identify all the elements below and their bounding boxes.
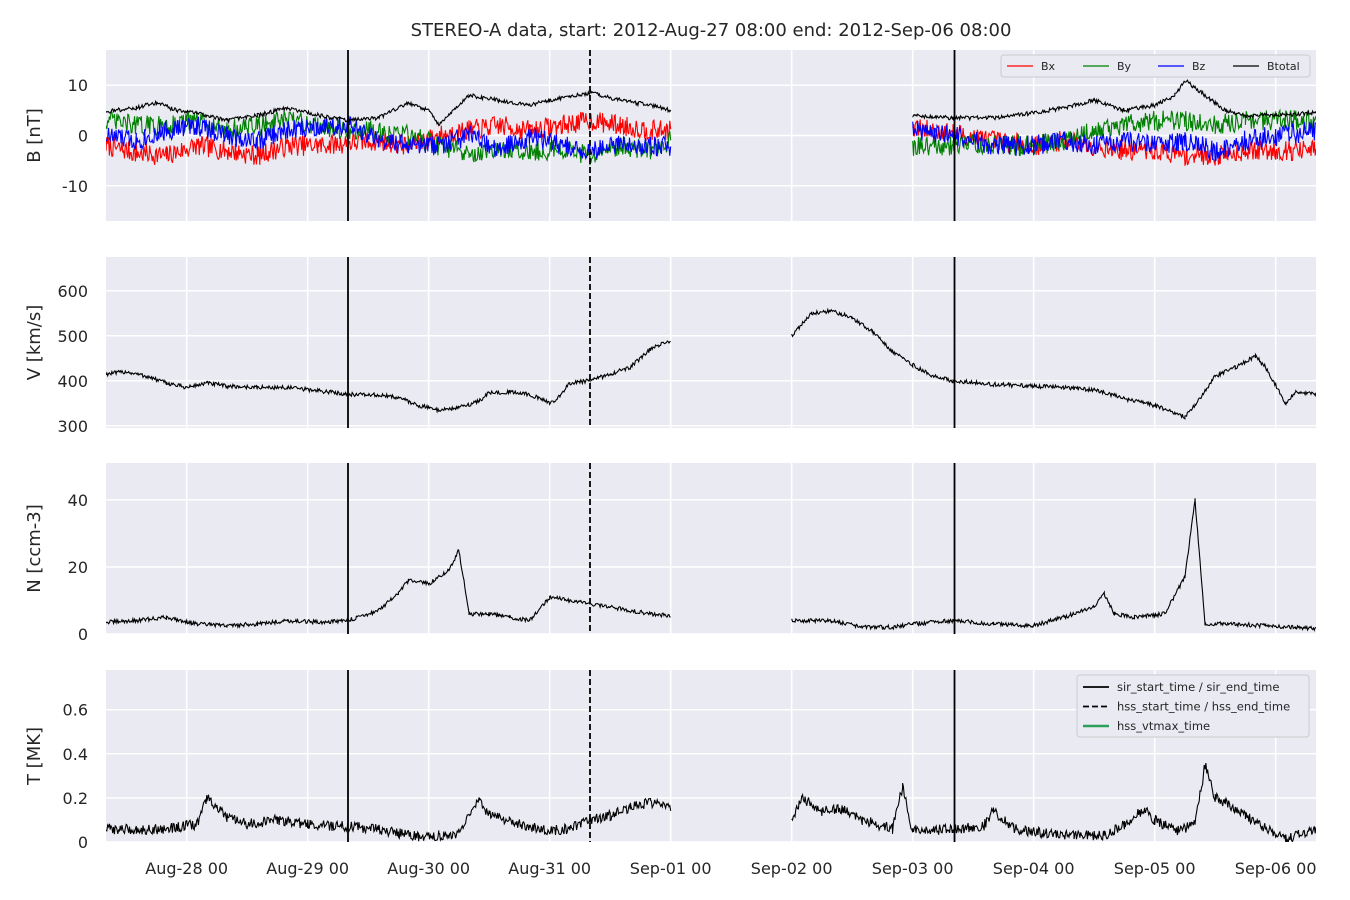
series-group xyxy=(106,79,1316,166)
legend-label: hss_start_time / hss_end_time xyxy=(1117,700,1290,714)
y-tick-label: 0.2 xyxy=(63,789,88,808)
panel-1: -10 0 10 B [nT] Bx By Bz Btotal xyxy=(24,50,1316,221)
y-tick-label: 0 xyxy=(78,127,88,146)
x-tick-label: Sep-05 00 xyxy=(1114,859,1196,878)
y-tick-label: 600 xyxy=(57,282,88,301)
x-tick-label: Aug-28 00 xyxy=(145,859,228,878)
x-tick-label: Aug-31 00 xyxy=(508,859,591,878)
x-tick-label: Aug-29 00 xyxy=(266,859,349,878)
y-axis-label: B [nT] xyxy=(24,108,45,163)
legend-label-btotal: Btotal xyxy=(1267,60,1300,73)
series-line-by xyxy=(106,108,1316,166)
panel-3: 0 20 40 N [ccm-3] xyxy=(24,463,1316,644)
y-tick-label: 0.6 xyxy=(63,701,88,720)
series-line-data xyxy=(106,498,1316,632)
x-tick-label: Sep-04 00 xyxy=(993,859,1075,878)
y-tick-label: -10 xyxy=(62,177,88,196)
legend-events: sir_start_time / sir_end_time hss_start_t… xyxy=(1076,674,1310,738)
y-tick-label: 0.4 xyxy=(63,745,88,764)
y-tick-label: 0 xyxy=(78,833,88,852)
legend-label-by: By xyxy=(1117,60,1132,73)
series-line-data xyxy=(106,307,1316,420)
panel-4: 0 0.2 0.4 0.6 T [MK] sir_start_time / sir_end… xyxy=(24,670,1316,852)
legend-magnetic: Bx By Bz Btotal xyxy=(1000,54,1311,78)
panel-2: 300 400 500 600 V [km/s] xyxy=(24,257,1316,436)
figure-title: STEREO-A data, start: 2012-Aug-27 08:00 … xyxy=(411,20,1012,41)
series-line-data xyxy=(106,763,1316,842)
y-tick-label: 400 xyxy=(57,372,88,391)
y-tick-label: 20 xyxy=(68,558,88,577)
y-axis-label: T [MK] xyxy=(24,727,45,786)
x-tick-label: Sep-06 00 xyxy=(1235,859,1317,878)
y-axis-label: N [ccm-3] xyxy=(24,504,45,593)
series-line-bz xyxy=(106,115,1316,162)
y-tick-label: 0 xyxy=(78,625,88,644)
x-tick-label: Sep-03 00 xyxy=(872,859,954,878)
y-tick-label: 300 xyxy=(57,417,88,436)
series-group xyxy=(106,763,1316,842)
x-tick-label: Aug-30 00 xyxy=(387,859,470,878)
x-tick-label: Sep-01 00 xyxy=(630,859,712,878)
y-axis-label: V [km/s] xyxy=(24,305,45,380)
series-group xyxy=(106,498,1316,632)
legend-label-bx: Bx xyxy=(1041,60,1056,73)
legend-label-bz: Bz xyxy=(1192,60,1206,73)
y-tick-label: 500 xyxy=(57,327,88,346)
series-line-btotal xyxy=(106,79,1316,127)
legend-label: sir_start_time / sir_end_time xyxy=(1117,680,1279,694)
x-tick-label: Sep-02 00 xyxy=(751,859,833,878)
legend-label: hss_vtmax_time xyxy=(1117,719,1210,733)
legend-frame xyxy=(1000,54,1311,78)
y-tick-label: 40 xyxy=(68,491,88,510)
legend-frame xyxy=(1076,674,1310,738)
y-tick-label: 10 xyxy=(68,76,88,95)
x-axis: Aug-28 00 Aug-29 00 Aug-30 00 Aug-31 00 Sep-… xyxy=(145,859,1316,878)
plot-background xyxy=(106,463,1316,634)
series-group xyxy=(106,307,1316,420)
